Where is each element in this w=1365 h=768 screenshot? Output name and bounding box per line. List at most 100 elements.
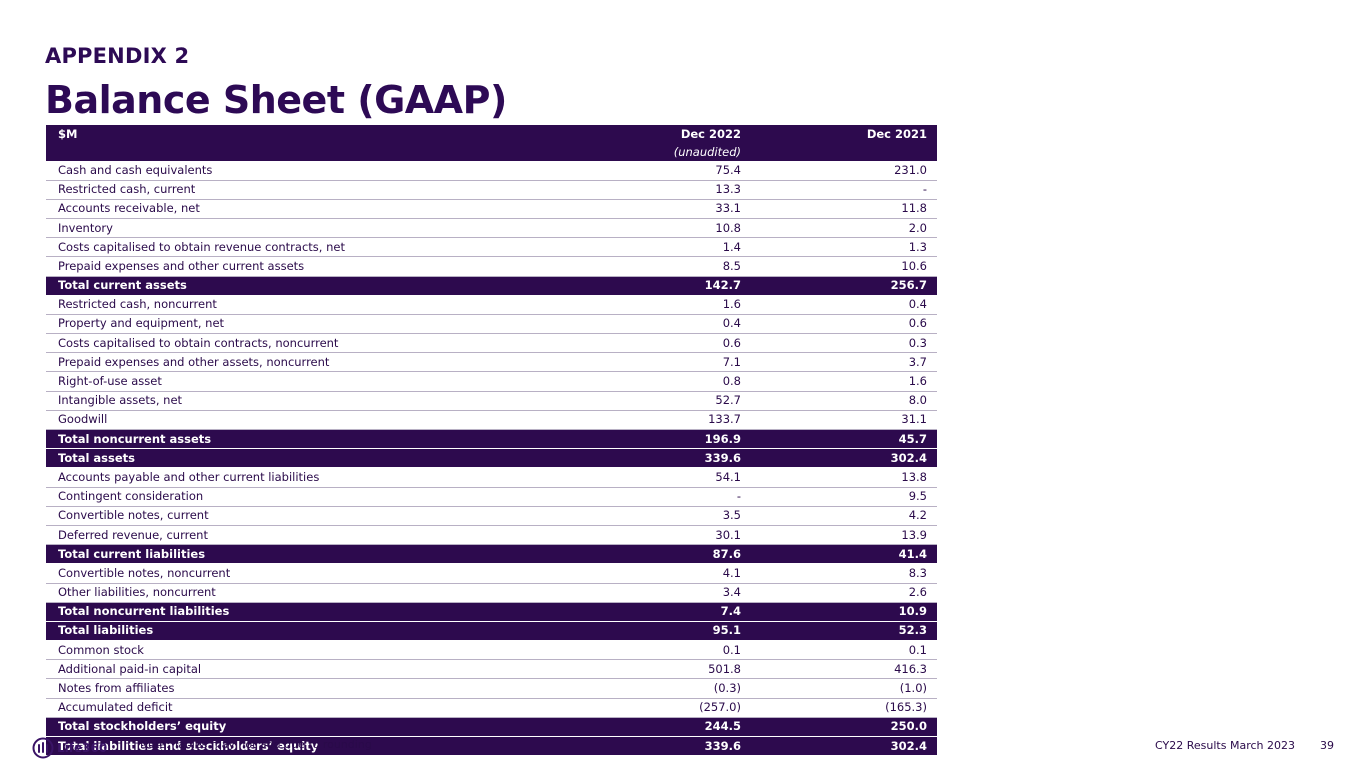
row-value-dec-2021: 8.0 [751,391,937,411]
table-total-row: Total current liabilities 87.6 41.4 [46,544,937,565]
row-value-dec-2022: (0.3) [576,678,751,699]
row-label: Goodwill [46,410,576,431]
table-row: Accumulated deficit (257.0) (165.3) [46,698,937,718]
row-value-dec-2021: 302.4 [751,448,937,469]
row-label: Costs capitalised to obtain contracts, n… [46,333,576,354]
table-total-row: Total noncurrent assets 196.9 45.7 [46,429,937,450]
row-label: Prepaid expenses and other assets, noncu… [46,352,576,373]
table-row: Restricted cash, noncurrent 1.6 0.4 [46,295,937,315]
row-value-dec-2021: 31.1 [751,410,937,431]
row-label: Common stock [46,640,576,661]
row-label: Total assets [46,448,576,469]
row-value-dec-2021: 13.9 [751,525,937,546]
page-title: Balance Sheet (GAAP) [45,78,507,122]
table-total-row: Total noncurrent liabilities 7.4 10.9 [46,602,937,622]
table-subheader-row: (unaudited) [46,143,937,162]
table-row: Prepaid expenses and other current asset… [46,256,937,277]
table-row: Goodwill 133.7 31.1 [46,410,937,431]
row-value-dec-2022: 0.6 [576,333,751,354]
row-label: Inventory [46,218,576,239]
row-value-dec-2022: 0.4 [576,314,751,335]
column-header-dec-2021: Dec 2021 [751,125,937,144]
row-value-dec-2022: 501.8 [576,659,751,680]
row-value-dec-2022: - [576,487,751,507]
row-value-dec-2021: 3.7 [751,352,937,373]
row-value-dec-2022: 196.9 [576,429,751,450]
table-total-row: Total liabilities and stockholders’ equi… [46,736,937,757]
row-value-dec-2022: 1.4 [576,237,751,258]
row-label: Right-of-use asset [46,371,576,392]
row-label: Restricted cash, noncurrent [46,295,576,315]
table-row: Other liabilities, noncurrent 3.4 2.6 [46,583,937,603]
table-row: Contingent consideration -9.5 [46,487,937,507]
row-value-dec-2022: 33.1 [576,199,751,219]
row-value-dec-2021: 256.7 [751,276,937,296]
row-value-dec-2022: 8.5 [576,256,751,277]
row-label: Notes from affiliates [46,678,576,699]
table-row: Accounts receivable, net 33.1 11.8 [46,199,937,219]
row-value-dec-2021: 13.8 [751,467,937,488]
table-header-row: $M Dec 2022 Dec 2021 [46,125,937,144]
row-label: Deferred revenue, current [46,525,576,546]
row-value-dec-2021: 45.7 [751,429,937,450]
row-value-dec-2022: (257.0) [576,698,751,718]
row-label: Intangible assets, net [46,391,576,411]
table-row: Accounts payable and other current liabi… [46,467,937,488]
row-label: Total current liabilities [46,544,576,565]
row-value-dec-2022: 133.7 [576,410,751,431]
table-total-row: Total current assets 142.7 256.7 [46,276,937,296]
table-row: Costs capitalised to obtain revenue cont… [46,237,937,258]
row-value-dec-2021: 250.0 [751,717,937,738]
row-value-dec-2021: 8.3 [751,563,937,584]
row-value-dec-2021: 1.3 [751,237,937,258]
table-row: Deferred revenue, current 30.1 13.9 [46,525,937,546]
footer-note: Note: Tables may not add due to rounding [140,738,372,751]
table-row: Restricted cash, current 13.3- [46,180,937,200]
row-value-dec-2021: 10.9 [751,602,937,622]
appendix-label: APPENDIX 2 [45,44,190,68]
row-value-dec-2022: 52.7 [576,391,751,411]
row-value-dec-2021: 10.6 [751,256,937,277]
row-value-dec-2022: 95.1 [576,621,751,642]
row-label: Cash and cash equivalents [46,161,576,181]
table-total-row: Total assets 339.6 302.4 [46,448,937,469]
row-label: Total liabilities [46,621,576,642]
row-label: Accounts payable and other current liabi… [46,467,576,488]
row-value-dec-2022: 7.4 [576,602,751,622]
row-label: Other liabilities, noncurrent [46,583,576,603]
row-value-dec-2022: 30.1 [576,525,751,546]
row-value-dec-2022: 142.7 [576,276,751,296]
row-value-dec-2021: (165.3) [751,698,937,718]
balance-sheet-body: $M Dec 2022 Dec 2021 (unaudited) Cash an… [46,125,937,757]
row-label: Total liabilities and stockholders’ equi… [46,736,576,757]
subheader-spacer [46,143,576,162]
page-number: 39 [1320,739,1334,752]
row-value-dec-2022: 75.4 [576,161,751,181]
row-value-dec-2022: 13.3 [576,180,751,200]
table-row: Inventory 10.8 2.0 [46,218,937,239]
life360-logo: Life360 [32,737,107,759]
row-value-dec-2022: 3.5 [576,506,751,526]
row-value-dec-2022: 10.8 [576,218,751,239]
row-value-dec-2021: 0.1 [751,640,937,661]
table-total-row: Total stockholders’ equity 244.5 250.0 [46,717,937,738]
row-label: Accounts receivable, net [46,199,576,219]
row-value-dec-2021: 302.4 [751,736,937,757]
row-value-dec-2022: 4.1 [576,563,751,584]
table-row: Property and equipment, net 0.4 0.6 [46,314,937,335]
row-label: Accumulated deficit [46,698,576,718]
row-label: Additional paid-in capital [46,659,576,680]
row-label: Total stockholders’ equity [46,717,576,738]
row-value-dec-2022: 87.6 [576,544,751,565]
balance-sheet-table: $M Dec 2022 Dec 2021 (unaudited) Cash an… [46,125,937,757]
row-value-dec-2022: 1.6 [576,295,751,315]
row-value-dec-2022: 339.6 [576,448,751,469]
column-header-dec-2022: Dec 2022 [576,125,751,144]
row-value-dec-2021: 2.6 [751,583,937,603]
row-value-dec-2021: 231.0 [751,161,937,181]
row-value-dec-2022: 339.6 [576,736,751,757]
row-value-dec-2021: 2.0 [751,218,937,239]
row-value-dec-2021: 0.6 [751,314,937,335]
row-value-dec-2021: 0.3 [751,333,937,354]
row-value-dec-2021: 0.4 [751,295,937,315]
